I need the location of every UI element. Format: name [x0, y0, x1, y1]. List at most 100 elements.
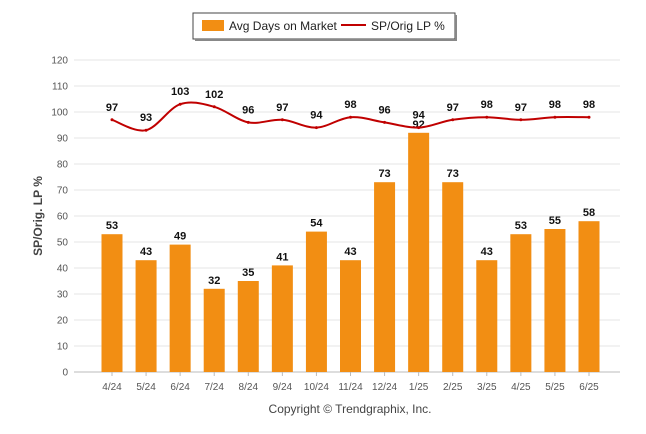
y-tick-label: 110: [52, 82, 68, 93]
bar: [135, 260, 157, 372]
line-value-label: 98: [549, 99, 561, 111]
bar: [408, 132, 430, 372]
bar: [101, 234, 123, 372]
bar-value-label: 35: [242, 267, 254, 279]
line-data-labels: 97 93 103 102 96 97 94 98 96 94 97 98 97 98 98: [106, 86, 595, 124]
line-point: [280, 118, 284, 122]
x-tick-label: 11/24: [338, 382, 363, 393]
line-point: [349, 115, 352, 119]
copyright-credit: Copyright © Trendgraphix, Inc.: [269, 402, 432, 416]
y-tick-label: 30: [57, 290, 69, 301]
bar-value-label: 43: [344, 246, 356, 258]
bar-value-label: 55: [549, 215, 561, 227]
y-tick-label: 100: [51, 108, 68, 119]
line-value-label: 93: [140, 112, 152, 124]
x-tick-label: 3/25: [477, 382, 497, 393]
line-value-label: 94: [413, 110, 426, 122]
line-point: [587, 115, 591, 119]
bar-series: [101, 132, 600, 372]
bar-value-label: 53: [106, 220, 118, 232]
bar: [442, 182, 464, 372]
x-tick-label: 8/24: [239, 382, 259, 393]
legend-shadow-bottom: [195, 39, 457, 41]
x-tick-label: 4/25: [511, 382, 531, 393]
bar-value-label: 43: [140, 246, 152, 258]
x-tick-label: 7/24: [204, 382, 224, 393]
y-tick-label: 20: [57, 316, 69, 327]
line-value-label: 97: [276, 102, 288, 114]
bar-value-label: 49: [174, 231, 186, 243]
line-value-label: 102: [205, 89, 223, 101]
y-tick-label: 120: [51, 56, 68, 67]
x-tick-label: 6/24: [170, 382, 190, 393]
line-point: [246, 120, 250, 124]
line-point: [178, 102, 182, 106]
line-point: [417, 126, 421, 130]
x-tick-label: 5/24: [136, 382, 156, 393]
legend-box: [192, 12, 456, 40]
bar: [476, 260, 498, 372]
y-tick-label: 70: [57, 186, 69, 197]
line-value-label: 103: [171, 86, 189, 98]
legend-shadow: [455, 15, 457, 41]
x-tick-label: 4/24: [102, 382, 122, 393]
line-point: [383, 120, 387, 124]
bar-value-label: 32: [208, 275, 220, 287]
bar-value-label: 58: [583, 207, 595, 219]
bar: [203, 288, 225, 372]
line-value-label: 98: [481, 99, 493, 111]
y-tick-label: 80: [57, 160, 69, 171]
legend-label-bar: Avg Days on Market: [229, 19, 337, 33]
bar: [578, 221, 600, 372]
y-tick-label: 40: [57, 264, 69, 275]
bar: [510, 234, 532, 372]
legend-label-line: SP/Orig LP %: [371, 19, 445, 33]
line-value-label: 98: [583, 99, 595, 111]
x-tick-label: 2/25: [443, 382, 463, 393]
x-tick-label: 6/25: [579, 382, 599, 393]
y-tick-label: 60: [57, 212, 69, 223]
x-tick-label: 1/25: [409, 382, 429, 393]
bar: [305, 231, 327, 372]
line-value-label: 97: [515, 102, 527, 114]
bar: [271, 265, 293, 372]
line-value-label: 94: [310, 110, 323, 122]
line-point: [144, 128, 148, 132]
bar: [340, 260, 361, 372]
y-tick-label: 50: [57, 238, 69, 249]
x-tick-label: 5/25: [545, 382, 565, 393]
x-tick-label: 10/24: [304, 382, 329, 393]
x-tick-label: 9/24: [273, 382, 293, 393]
line-value-label: 96: [242, 104, 254, 116]
bar-value-label: 54: [310, 218, 323, 230]
y-tick-label: 90: [57, 134, 69, 145]
legend: Avg Days on Market SP/Orig LP %: [192, 12, 457, 41]
line-value-label: 96: [378, 104, 390, 116]
line-point: [553, 115, 557, 119]
bar-value-label: 73: [378, 168, 390, 180]
line-point: [485, 115, 489, 119]
bar-value-label: 41: [276, 251, 288, 263]
y-axis-title: SP/Orig. LP %: [31, 176, 45, 256]
bar: [169, 244, 191, 372]
line-point: [519, 118, 523, 122]
x-tick-label: 12/24: [372, 382, 397, 393]
line-point: [314, 126, 318, 130]
line-series: [110, 101, 591, 132]
legend-swatch-bar: [202, 20, 224, 31]
bar-value-label: 53: [515, 220, 527, 232]
bar: [237, 281, 259, 372]
line-point: [212, 105, 216, 109]
y-axis-ticks: 0 10 20 30 40 50 60 70 80 90 100 110 120: [51, 56, 68, 379]
bar: [374, 182, 396, 372]
y-tick-label: 10: [57, 342, 69, 353]
line-point: [110, 118, 114, 122]
x-axis-ticks: 4/24 5/24 6/24 7/24 8/24 9/24 10/24 11/24 12/24 1…: [102, 372, 599, 393]
line-point: [451, 118, 455, 122]
bar-value-label: 73: [447, 168, 459, 180]
line-value-label: 97: [447, 102, 459, 114]
line-value-label: 98: [344, 99, 356, 111]
